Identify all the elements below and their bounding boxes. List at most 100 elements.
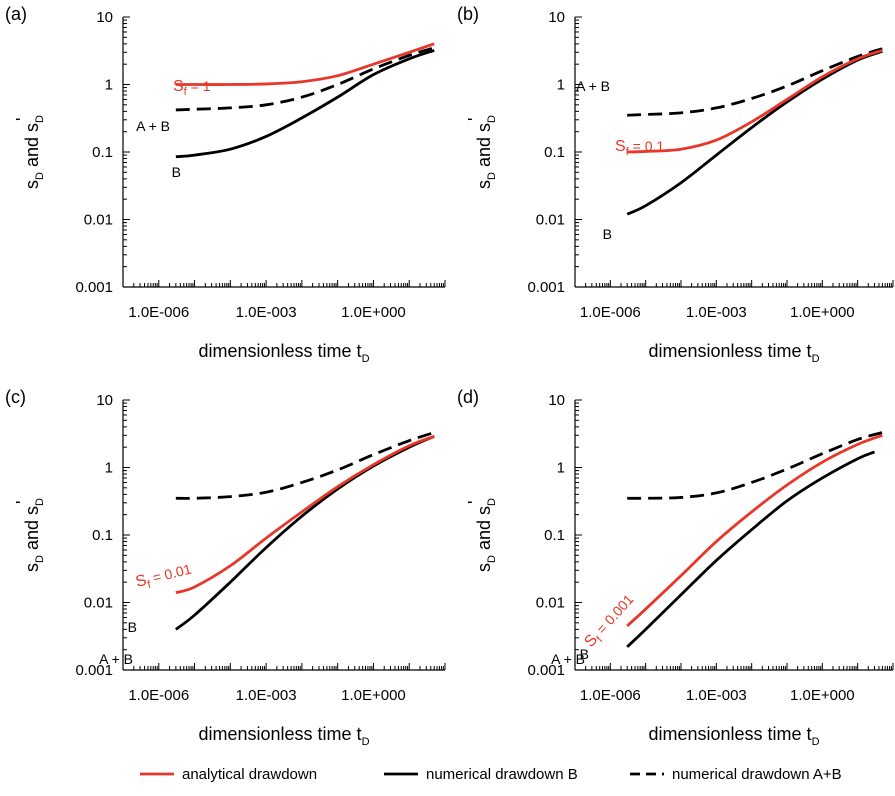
y-tick-label: 0.1 — [92, 144, 113, 161]
y-tick-label: 0.1 — [544, 144, 565, 161]
sf-annotation: Sf = 1 — [173, 78, 211, 98]
sf-value: = 0.01 — [147, 561, 193, 587]
panel-b: (b) 0.001 0.01 0.1 1 10 1.0E-006 1.0E-003 1.0E+0… — [457, 4, 894, 365]
x-tick-label: 1.0E-006 — [580, 687, 641, 704]
x-tick-label: 1.0E-003 — [686, 687, 747, 704]
x-tick-label: 1.0E-003 — [236, 304, 297, 321]
panel-label: (b) — [457, 4, 479, 24]
x-title-part: dimensionless time t — [648, 724, 811, 744]
y-title-part: s — [474, 563, 494, 572]
sf-subscript: f — [146, 579, 153, 592]
sf-annotation: Sf = 0.1 — [615, 138, 664, 158]
sf-subscript: f — [626, 146, 630, 158]
x-tick-label: 1.0E+000 — [341, 304, 406, 321]
x-tick-label: 1.0E+000 — [790, 687, 855, 704]
series-line-numerical-ab — [175, 46, 435, 112]
y-tick-label: 0.001 — [75, 662, 113, 679]
panel-label: (a) — [5, 4, 27, 24]
y-title-prime: ' — [13, 501, 33, 504]
sf-letter: S — [134, 572, 148, 591]
x-tick-label: 1.0E-006 — [128, 687, 189, 704]
x-title-subscript: D — [362, 353, 370, 365]
series-line-numerical-b — [626, 50, 883, 216]
sf-value: = 0.001 — [591, 591, 637, 640]
series-line-numerical-b — [175, 49, 435, 159]
series-line-numerical-b — [626, 450, 876, 648]
y-title-part: and s — [22, 123, 42, 172]
y-title-subscript: D — [34, 498, 46, 506]
legend: analytical drawdown numerical drawdown B n… — [140, 766, 842, 783]
y-tick-label: 1 — [557, 460, 565, 477]
y-title-subscript: D — [486, 172, 498, 180]
legend-label: analytical drawdown — [182, 766, 317, 783]
series-line-analytical — [626, 433, 883, 627]
sf-annotation: Sf = 0.01 — [134, 561, 194, 594]
b-annotation: B — [128, 619, 137, 635]
y-title-prime: ' — [465, 118, 485, 121]
x-tick-label: 1.0E-006 — [128, 304, 189, 321]
y-axis-title: sD and sD' — [13, 115, 46, 189]
y-title-subscript: D — [34, 115, 46, 123]
x-title-part: dimensionless time t — [198, 341, 361, 361]
y-tick-label: 10 — [548, 392, 565, 409]
y-tick-label: 0.001 — [75, 279, 113, 296]
y-title-part: and s — [474, 506, 494, 555]
y-title-subscript: D — [34, 555, 46, 563]
panel-c: (c) 0.001 0.01 0.1 1 10 1.0E-006 1.0E-003 1.0E+0… — [5, 387, 446, 748]
y-tick-label: 10 — [548, 9, 565, 26]
sf-value: = 0.1 — [629, 138, 665, 154]
series-line-analytical — [175, 434, 435, 594]
y-axis-title: sD and sD' — [465, 498, 498, 572]
sf-value: = 1 — [187, 78, 211, 94]
series-line-numerical-ab — [627, 431, 883, 500]
y-tick-label: 0.1 — [92, 527, 113, 544]
y-title-subscript: D — [486, 555, 498, 563]
y-title-prime: ' — [13, 118, 33, 121]
y-tick-label: 0.01 — [84, 212, 113, 229]
ab-annotation: A + B — [576, 78, 610, 94]
panel-label: (c) — [5, 387, 26, 407]
x-tick-label: 1.0E-003 — [686, 304, 747, 321]
x-tick-label: 1.0E+000 — [790, 304, 855, 321]
y-tick-label: 0.01 — [84, 595, 113, 612]
y-tick-label: 0.01 — [536, 212, 565, 229]
sf-subscript: f — [594, 634, 606, 645]
x-title-subscript: D — [362, 736, 370, 748]
x-title-part: dimensionless time t — [198, 724, 361, 744]
panel-a: (a) 0.001 0.01 0.1 1 10 1.0E-006 1.0E-003 1.0E+0… — [5, 4, 446, 365]
x-axis-title: dimensionless time tD — [648, 724, 819, 748]
sf-subscript: f — [184, 86, 188, 98]
b-annotation: B — [172, 164, 181, 180]
sf-letter: S — [173, 78, 184, 95]
legend-label: numerical drawdown A+B — [672, 766, 842, 783]
x-axis-title: dimensionless time tD — [198, 724, 369, 748]
series-line-analytical — [627, 49, 883, 154]
x-title-subscript: D — [812, 736, 820, 748]
b-annotation: B — [603, 226, 612, 242]
x-tick-label: 1.0E-003 — [236, 687, 297, 704]
x-axis-title: dimensionless time tD — [198, 341, 369, 365]
series-line-numerical-ab — [175, 431, 435, 500]
ab-annotation: A + B — [551, 651, 585, 667]
series-line-numerical-ab — [627, 47, 883, 117]
y-tick-label: 1 — [557, 77, 565, 94]
series-line-analytical — [175, 42, 435, 86]
y-title-subscript: D — [486, 115, 498, 123]
ab-annotation: A + B — [136, 118, 170, 134]
x-title-part: dimensionless time t — [648, 341, 811, 361]
y-axis-title: sD and sD' — [13, 498, 46, 572]
ab-annotation: A + B — [99, 651, 133, 667]
y-title-part: and s — [22, 506, 42, 555]
x-tick-label: 1.0E-006 — [580, 304, 641, 321]
y-title-part: s — [474, 180, 494, 189]
y-title-prime: ' — [465, 501, 485, 504]
y-tick-label: 10 — [96, 9, 113, 26]
y-tick-label: 10 — [96, 392, 113, 409]
y-tick-label: 0.001 — [527, 279, 565, 296]
y-title-part: s — [22, 563, 42, 572]
y-tick-label: 0.1 — [544, 527, 565, 544]
x-axis-title: dimensionless time tD — [648, 341, 819, 365]
y-title-subscript: D — [486, 498, 498, 506]
x-title-subscript: D — [812, 353, 820, 365]
